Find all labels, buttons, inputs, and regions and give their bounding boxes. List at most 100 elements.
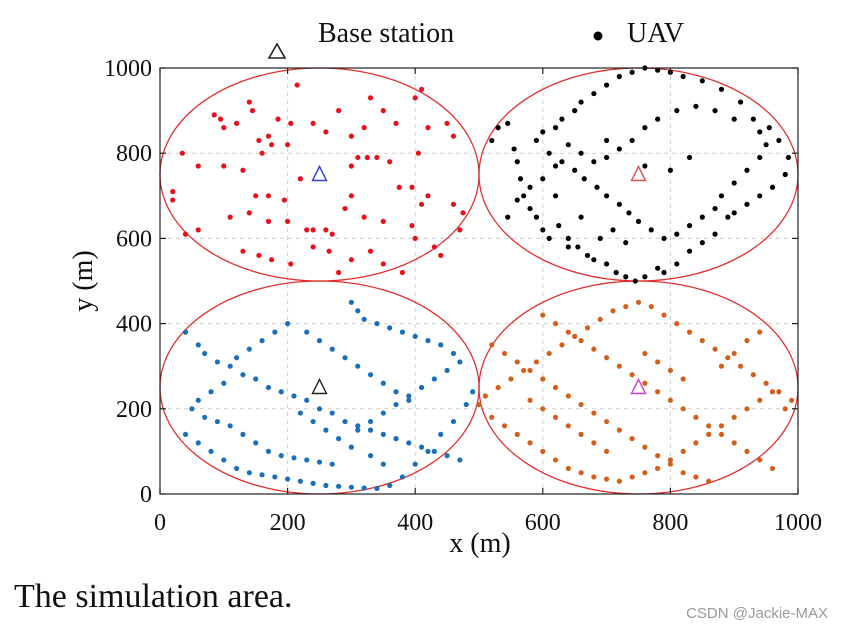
- uav-point: [527, 397, 533, 403]
- uav-point: [629, 436, 635, 442]
- uav-point: [540, 448, 546, 454]
- uav-point: [686, 223, 693, 229]
- uav-point: [348, 484, 354, 490]
- uav-point: [731, 116, 737, 122]
- uav-point: [591, 346, 597, 352]
- uav-point: [750, 372, 756, 378]
- uav-point: [253, 193, 259, 199]
- uav-point: [189, 406, 195, 412]
- uav-point: [323, 427, 329, 433]
- uav-point: [387, 482, 393, 489]
- axis-ticks: 0 200 400 600 800 1000 0 200 400 600 800 1000: [104, 56, 822, 536]
- uav-point: [329, 461, 335, 467]
- uav-point: [221, 457, 227, 463]
- uav-point: [680, 448, 686, 454]
- uav-point: [629, 69, 635, 75]
- uav-point: [680, 376, 686, 382]
- uav-point: [757, 193, 763, 199]
- uav-point: [208, 448, 214, 454]
- uav-point: [514, 159, 520, 165]
- uav-point: [256, 252, 262, 259]
- uav-point: [655, 116, 661, 122]
- uav-point: [706, 423, 712, 429]
- uav-point: [310, 227, 316, 233]
- uav-point: [285, 218, 291, 224]
- uav-point: [304, 227, 310, 233]
- uav-point: [195, 440, 201, 446]
- uav-point: [425, 448, 431, 454]
- y-tick-label: 0: [140, 482, 152, 508]
- uav-point: [348, 299, 354, 305]
- uav-point: [782, 406, 788, 412]
- uav-point: [693, 103, 699, 109]
- y-axis-label: y (m): [68, 250, 99, 311]
- uav-point: [572, 333, 578, 339]
- uav-point: [348, 163, 354, 169]
- uav-point: [297, 410, 303, 416]
- uav-point: [540, 312, 546, 318]
- uav-point: [457, 227, 463, 233]
- uav-point: [380, 461, 386, 467]
- uav-point: [578, 99, 584, 105]
- uav-point: [348, 133, 354, 139]
- uav-point: [281, 197, 288, 203]
- uav-point: [505, 120, 511, 126]
- uav-point: [489, 342, 495, 348]
- uav-point: [457, 457, 463, 463]
- uav-point: [259, 338, 265, 344]
- plot-area: [160, 68, 798, 494]
- uav-point: [648, 227, 654, 233]
- uav-point: [438, 342, 444, 348]
- uav-point: [629, 474, 635, 480]
- uav-point: [272, 329, 278, 335]
- uav-point: [489, 137, 495, 144]
- uav-point: [648, 303, 654, 310]
- y-tick-label: 600: [116, 226, 152, 252]
- uav-point: [431, 244, 437, 250]
- uav-point: [246, 346, 252, 352]
- uav-point: [744, 338, 750, 344]
- uav-point: [418, 201, 425, 207]
- uav-point: [572, 108, 578, 114]
- uav-point: [533, 359, 540, 365]
- uav-point: [355, 427, 361, 433]
- uav-point: [699, 214, 705, 220]
- uav-point: [565, 235, 571, 241]
- uav-point: [632, 278, 638, 284]
- uav-point: [642, 274, 648, 280]
- figure-caption: The simulation area.: [14, 578, 293, 615]
- uav-point: [380, 261, 386, 267]
- uav-point: [265, 193, 272, 199]
- uav-point: [680, 470, 686, 476]
- uav-point: [285, 476, 291, 482]
- uav-point: [425, 125, 431, 131]
- uav-point: [642, 125, 648, 131]
- uav-point: [597, 316, 603, 322]
- uav-point: [604, 476, 610, 482]
- uav-point: [578, 214, 584, 220]
- uav-point: [195, 342, 201, 348]
- uav-point: [310, 418, 316, 425]
- uav-point: [642, 380, 648, 386]
- uav-point: [208, 389, 214, 395]
- uav-point: [182, 329, 189, 335]
- uav-point: [680, 406, 686, 412]
- uav-point: [291, 455, 297, 461]
- uav-point: [604, 448, 610, 454]
- uav-point: [540, 376, 546, 382]
- uav-point: [387, 159, 393, 165]
- uav-point: [323, 129, 329, 135]
- x-tick-label: 0: [154, 510, 166, 536]
- uav-point: [604, 261, 610, 267]
- uav-point: [604, 137, 610, 144]
- uav-point: [604, 154, 610, 161]
- uav-point: [763, 380, 769, 386]
- uav-point: [367, 453, 374, 459]
- uav-point: [546, 235, 552, 241]
- uav-point: [744, 167, 750, 173]
- uav-point: [380, 108, 386, 114]
- uav-point: [706, 431, 712, 437]
- uav-point: [275, 116, 281, 122]
- uav-point: [616, 427, 622, 433]
